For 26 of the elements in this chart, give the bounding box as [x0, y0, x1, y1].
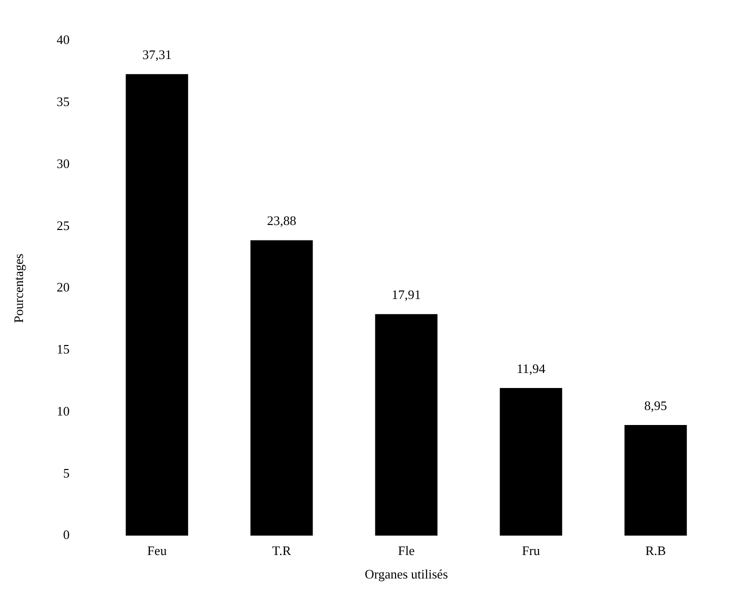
- y-tick-label: 25: [56, 218, 70, 233]
- data-label: 8,95: [644, 398, 668, 413]
- x-tick-label: Feu: [147, 543, 168, 558]
- y-tick-label: 35: [56, 94, 70, 110]
- y-tick-label: 20: [56, 280, 70, 295]
- x-axis-title: Organes utilisés: [364, 566, 448, 582]
- bar: [250, 240, 313, 536]
- data-label: 37,31: [142, 47, 172, 62]
- x-tick-label: Fle: [398, 543, 415, 558]
- data-label: 17,91: [392, 287, 421, 302]
- y-axis-title: Pourcentages: [11, 254, 26, 323]
- y-tick-label: 0: [63, 527, 70, 542]
- bar: [375, 314, 438, 536]
- y-tick-label: 15: [56, 342, 70, 357]
- bar: [126, 74, 188, 536]
- y-tick-label: 40: [56, 32, 70, 48]
- y-tick-label: 30: [56, 156, 70, 171]
- data-label: 11,94: [516, 360, 546, 376]
- y-tick-label: 10: [56, 403, 70, 418]
- y-tick-label: 5: [63, 465, 70, 480]
- bar: [624, 425, 687, 536]
- x-tick-label: T.R: [272, 543, 292, 558]
- x-tick-label: Fru: [522, 543, 541, 558]
- data-label: 23,88: [266, 213, 296, 228]
- x-tick-label: R.B: [645, 543, 666, 558]
- bar: [500, 388, 562, 536]
